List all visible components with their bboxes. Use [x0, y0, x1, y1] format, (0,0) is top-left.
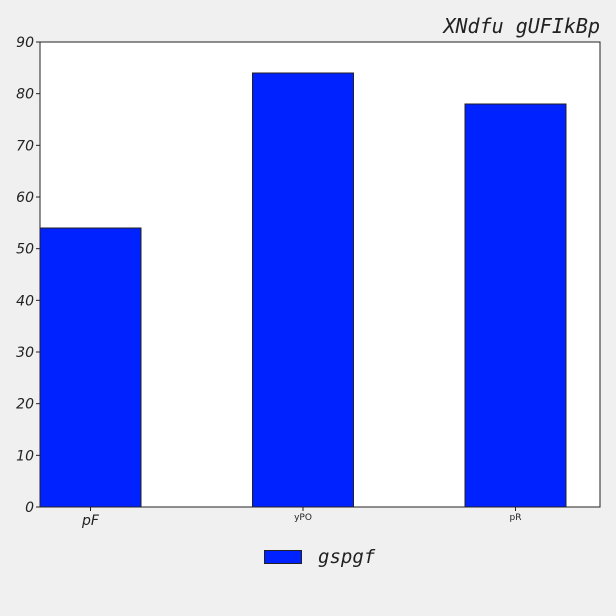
chart-title: XNdfu gUFIkBp	[443, 14, 600, 38]
x-tick-label: pF	[81, 513, 100, 529]
y-tick-label: 80	[16, 87, 34, 103]
x-tick-label: yPO	[294, 513, 312, 523]
y-tick-label: 50	[16, 242, 34, 258]
legend-swatch	[264, 550, 302, 564]
y-tick-label: 40	[16, 293, 34, 309]
legend: gspgf	[264, 546, 375, 568]
x-tick-label: pR	[510, 513, 522, 523]
bar-pR	[464, 103, 567, 508]
bar-yPO	[252, 72, 354, 508]
legend-label: gspgf	[318, 546, 376, 568]
y-tick-label: 90	[16, 35, 34, 51]
x-axis: pF yPO pR	[81, 507, 521, 529]
bar-pF	[39, 227, 142, 508]
y-axis: 0 10 20 30 40 50 60 70 80 90	[16, 35, 40, 516]
bars-group	[39, 72, 567, 508]
y-tick-label: 30	[16, 345, 34, 361]
y-tick-label: 0	[25, 500, 34, 516]
y-tick-label: 60	[16, 190, 34, 206]
y-tick-label: 10	[16, 448, 34, 464]
y-tick-label: 70	[16, 138, 34, 154]
y-tick-label: 20	[16, 397, 34, 413]
